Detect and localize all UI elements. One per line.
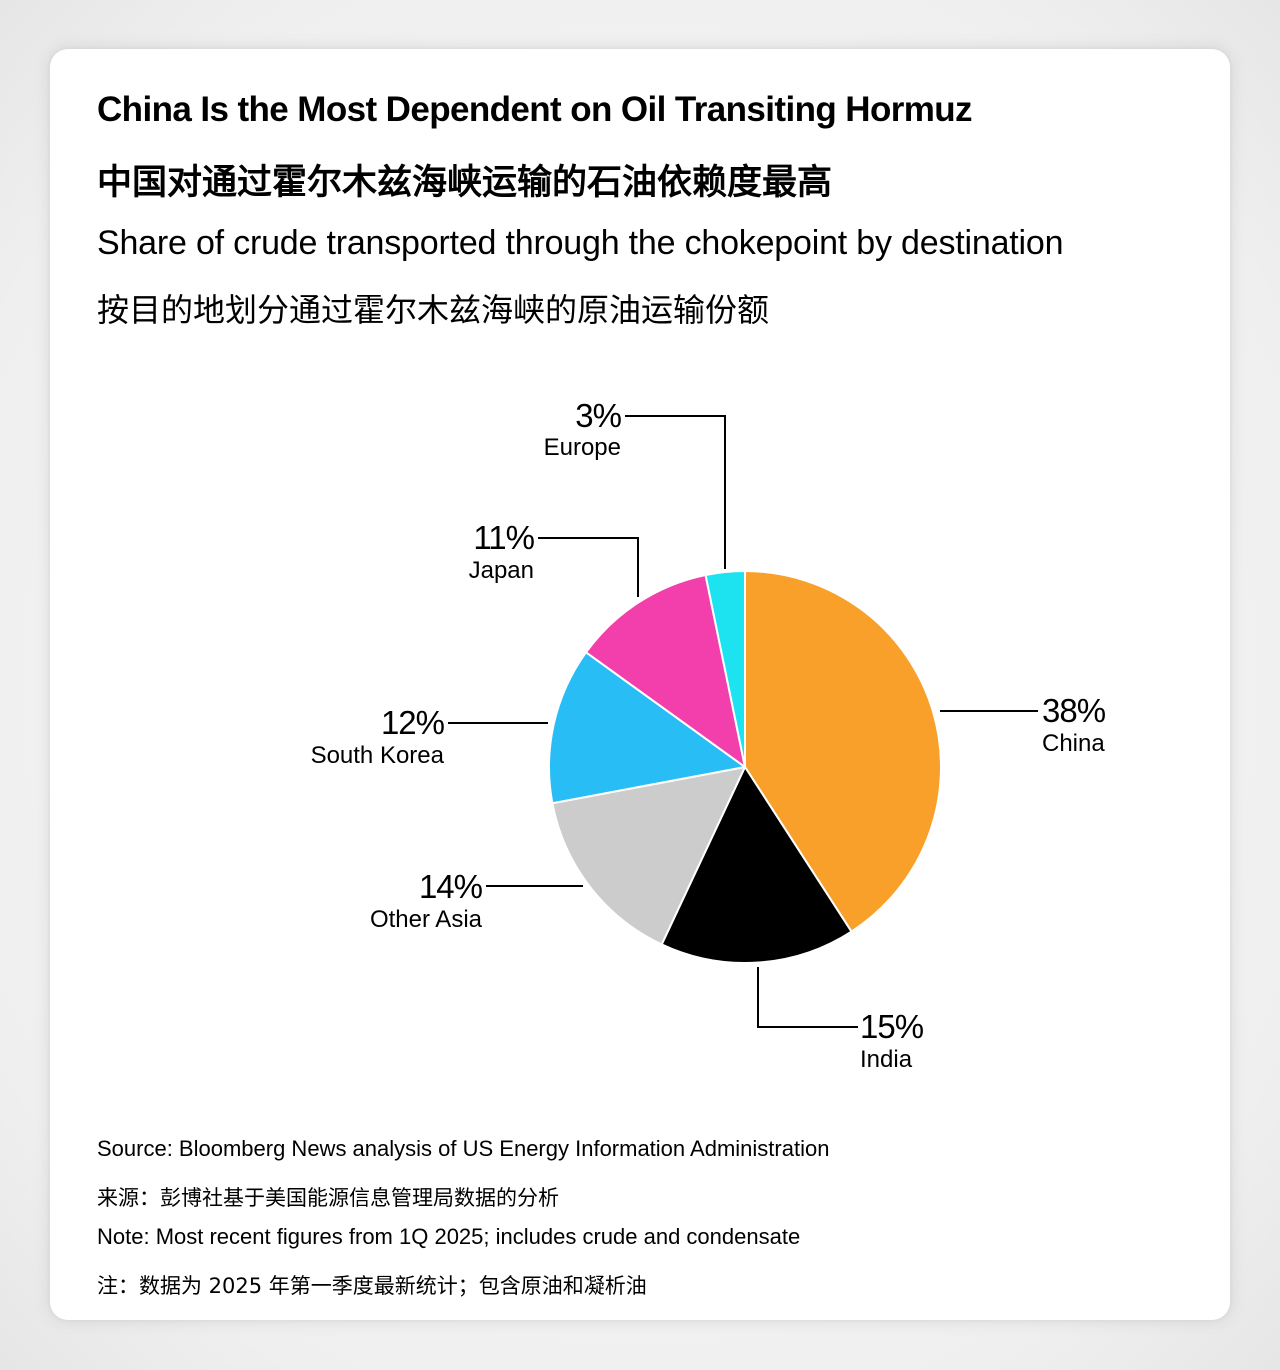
pie-slices [548,570,942,964]
footnote-en: Note: Most recent figures from 1Q 2025; … [97,1224,801,1249]
chart-card: China Is the Most Dependent on Oil Trans… [50,49,1230,1320]
chart-title-zh: 中国对通过霍尔木兹海峡运输的石油依赖度最高 [97,163,833,203]
data-label-name-japan: Japan [469,557,534,584]
chart-subtitle-en: Share of crude transported through the c… [97,224,1064,262]
data-label-name-south-korea: South Korea [311,742,445,769]
pie-slice-europe [704,570,746,768]
data-label-value-other-asia: 14% [419,868,483,905]
leader-line-india [757,967,858,1028]
data-label-value-india: 15% [860,1008,924,1045]
source-note-zh: 来源：彭博社基于美国能源信息管理局数据的分析 [97,1186,559,1210]
pie-labels: 38%China 15%India 14%Other Asia 12%South Ko… [311,397,1107,1073]
leader-line-japan [538,537,639,597]
pie-slice-other-asia [551,766,746,946]
pie-chart: 38%China 15%India 14%Other Asia 12%South Ko… [311,397,1107,1073]
pie-leader-lines [448,415,1038,1028]
data-label-name-europe: Europe [544,434,621,461]
leader-line-europe [625,415,726,569]
data-label-name-china: China [1042,730,1105,757]
data-label-value-japan: 11% [473,519,534,556]
source-note-en: Source: Bloomberg News analysis of US En… [97,1136,830,1161]
chart-subtitle-zh: 按目的地划分通过霍尔木兹海峡的原油运输份额 [97,291,770,329]
pie-slice-japan [585,574,746,768]
pie-slice-india [660,766,853,964]
chart-title-en: China Is the Most Dependent on Oil Trans… [97,90,973,129]
data-label-value-south-korea: 12% [381,704,445,741]
data-label-name-other-asia: Other Asia [370,906,483,933]
footnote-zh: 注：数据为 2025 年第一季度最新统计；包含原油和凝析油 [97,1274,647,1298]
data-label-value-china: 38% [1042,692,1106,729]
data-label-name-india: India [860,1046,913,1073]
data-label-value-europe: 3% [575,397,621,434]
pie-slice-south-korea [548,651,746,805]
